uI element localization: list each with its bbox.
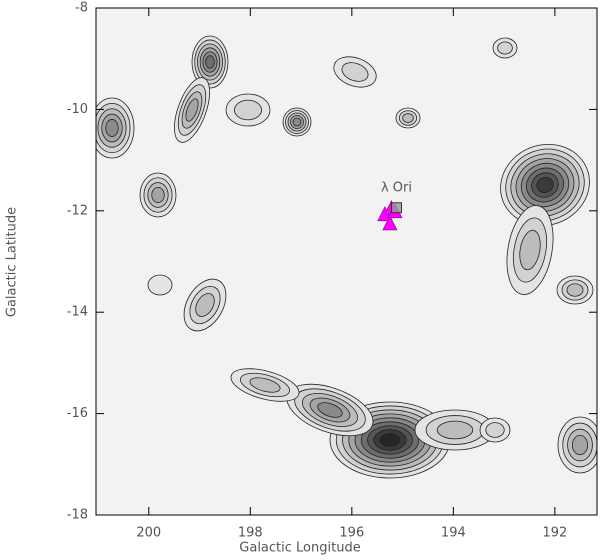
- x-tick-label: 194: [441, 526, 466, 541]
- contour-level: [379, 433, 401, 447]
- contour-level: [566, 283, 584, 297]
- y-tick-label: -10: [67, 102, 88, 117]
- contour-level: [234, 99, 262, 121]
- x-tick-label: 192: [542, 526, 567, 541]
- contour-level: [249, 377, 281, 393]
- x-tick-label: 196: [339, 526, 364, 541]
- contour-level: [151, 186, 165, 204]
- x-tick-label: 198: [238, 526, 263, 541]
- y-tick-label: -18: [67, 508, 88, 523]
- plot-frame: [95, 7, 598, 516]
- square-marker: [390, 202, 402, 214]
- contour-level: [185, 98, 199, 122]
- contour-level: [436, 420, 474, 440]
- x-axis-title: Galactic Longitude: [239, 541, 360, 556]
- contour-level: [105, 119, 119, 137]
- contour-level: [571, 434, 589, 456]
- y-tick-label: -14: [67, 305, 88, 320]
- contour-level: [205, 55, 215, 69]
- contour-level: [317, 402, 343, 418]
- contour-level: [292, 117, 302, 127]
- y-axis-title: Galactic Latitude: [5, 207, 20, 317]
- contour-level: [195, 293, 215, 317]
- x-tick-label: 200: [136, 526, 161, 541]
- contour-level: [519, 229, 541, 271]
- contour-level: [497, 41, 513, 55]
- contour-level: [536, 177, 554, 193]
- contour-level: [341, 62, 369, 82]
- y-tick-label: -16: [67, 406, 88, 421]
- annotation: λ Ori: [381, 180, 412, 195]
- triangle-marker: [382, 215, 398, 231]
- contour-level: [485, 422, 505, 438]
- y-tick-label: -8: [75, 1, 88, 16]
- y-tick-label: -12: [67, 203, 88, 218]
- contour-level: [147, 274, 173, 296]
- contour-level: [402, 113, 414, 123]
- contours: [96, 35, 597, 479]
